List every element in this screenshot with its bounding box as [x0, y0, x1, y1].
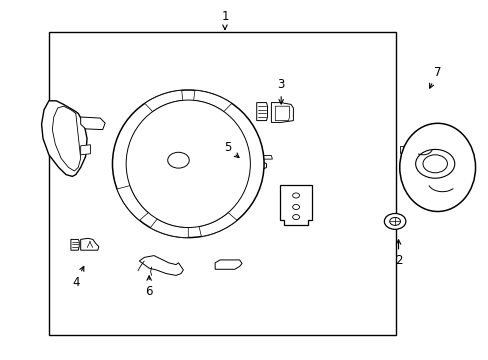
Polygon shape	[203, 175, 246, 207]
Polygon shape	[215, 260, 242, 269]
Polygon shape	[81, 238, 99, 250]
Circle shape	[415, 149, 454, 178]
Polygon shape	[271, 103, 293, 122]
Text: 6: 6	[145, 276, 153, 298]
Polygon shape	[124, 139, 159, 167]
Polygon shape	[117, 186, 148, 220]
Text: 7: 7	[429, 66, 441, 88]
Polygon shape	[144, 128, 232, 203]
Circle shape	[422, 155, 447, 173]
Circle shape	[384, 213, 405, 229]
Polygon shape	[256, 103, 267, 121]
Ellipse shape	[112, 90, 264, 238]
Polygon shape	[71, 239, 79, 250]
Circle shape	[389, 217, 400, 225]
Bar	[49, 32, 395, 335]
Polygon shape	[150, 219, 188, 238]
Polygon shape	[280, 185, 311, 225]
Polygon shape	[217, 139, 251, 178]
Circle shape	[292, 193, 299, 198]
Polygon shape	[144, 90, 183, 112]
Circle shape	[292, 204, 299, 210]
Polygon shape	[199, 213, 237, 237]
Polygon shape	[81, 145, 90, 155]
Polygon shape	[243, 151, 266, 170]
Text: 1: 1	[221, 10, 228, 30]
Ellipse shape	[399, 123, 475, 211]
Circle shape	[292, 215, 299, 220]
Circle shape	[167, 152, 189, 168]
Text: 4: 4	[72, 266, 83, 289]
Polygon shape	[41, 101, 87, 176]
Polygon shape	[275, 106, 289, 121]
Polygon shape	[81, 117, 105, 130]
Ellipse shape	[126, 100, 250, 228]
Text: 3: 3	[277, 78, 285, 104]
Polygon shape	[261, 156, 272, 159]
Text: 5: 5	[223, 141, 239, 158]
Polygon shape	[399, 146, 403, 153]
Polygon shape	[139, 256, 183, 275]
Text: 2: 2	[394, 240, 402, 267]
Polygon shape	[193, 90, 231, 112]
